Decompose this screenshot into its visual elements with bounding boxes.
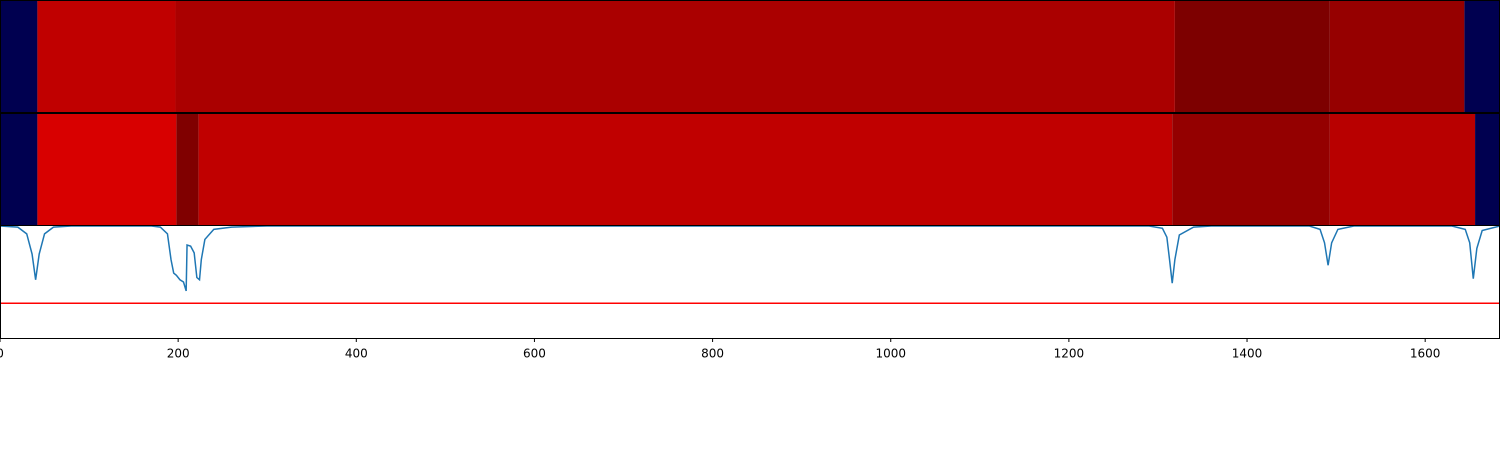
x-tick-label: 1600 [1410, 347, 1441, 361]
x-tick-label: 600 [523, 347, 546, 361]
x-tick-label: 1200 [1054, 347, 1085, 361]
strip-segment [175, 1, 1175, 112]
x-tick-label: 0 [0, 347, 4, 361]
signal-line [0, 225, 1500, 292]
strip-segment [1329, 1, 1465, 112]
x-tick-label: 400 [345, 347, 368, 361]
x-tick-label: 1400 [1232, 347, 1263, 361]
strip-segment [176, 114, 199, 225]
strip-segment [1172, 114, 1330, 225]
strip-segment [0, 114, 38, 225]
strip-segment [37, 114, 177, 225]
x-tick-label: 800 [701, 347, 724, 361]
x-tick-label: 1000 [875, 347, 906, 361]
strip-segment [1475, 114, 1500, 225]
strip-segment [1174, 1, 1330, 112]
strip-segment [1329, 114, 1476, 225]
strip-segment [198, 114, 1173, 225]
strip-segment [37, 1, 176, 112]
plot-frame [0, 225, 1500, 339]
strip-segment [0, 1, 38, 112]
x-tick-label: 200 [167, 347, 190, 361]
strip-segment [1464, 1, 1500, 112]
